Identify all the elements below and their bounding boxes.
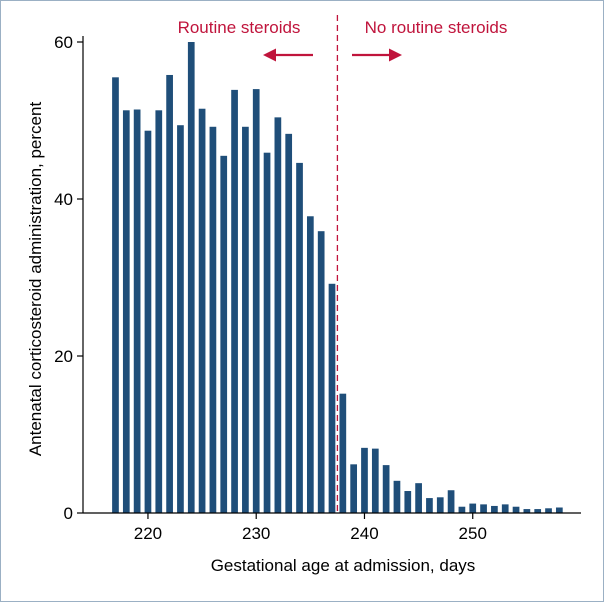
left-arrow-icon bbox=[263, 48, 276, 62]
bar bbox=[144, 130, 152, 513]
x-tick-label: 230 bbox=[242, 524, 270, 543]
bar bbox=[458, 506, 466, 513]
right-arrow-icon bbox=[389, 48, 402, 62]
bar bbox=[447, 490, 455, 513]
bar bbox=[491, 505, 498, 513]
bar bbox=[274, 117, 282, 514]
bar bbox=[426, 498, 433, 513]
bar bbox=[480, 504, 487, 513]
bar bbox=[350, 464, 358, 513]
bar bbox=[285, 133, 293, 513]
no-routine-steroids-label: No routine steroids bbox=[365, 18, 508, 37]
bar bbox=[469, 503, 477, 513]
bar bbox=[339, 393, 347, 513]
bar bbox=[242, 126, 249, 513]
bar bbox=[263, 152, 271, 513]
x-tick-label: 250 bbox=[459, 524, 487, 543]
bar bbox=[436, 497, 444, 513]
bar bbox=[112, 77, 119, 513]
bar bbox=[252, 89, 260, 513]
bar bbox=[534, 509, 542, 513]
bar bbox=[371, 448, 379, 513]
y-tick-label: 60 bbox=[54, 33, 73, 52]
x-axis-label: Gestational age at admission, days bbox=[211, 556, 476, 575]
bar bbox=[393, 480, 401, 513]
y-tick-label: 40 bbox=[54, 190, 73, 209]
bar bbox=[306, 216, 314, 513]
bar bbox=[231, 89, 238, 513]
bar bbox=[133, 109, 141, 513]
bar bbox=[220, 155, 228, 513]
bar bbox=[328, 283, 336, 513]
bar bbox=[404, 491, 412, 513]
axes-group: 0 20 40 60 220 230 240 250 bbox=[54, 33, 581, 543]
bar bbox=[187, 42, 195, 513]
routine-steroids-label: Routine steroids bbox=[178, 18, 301, 37]
bar bbox=[501, 504, 509, 513]
x-tick-label: 220 bbox=[134, 524, 162, 543]
bar bbox=[382, 465, 390, 513]
bar bbox=[545, 508, 552, 513]
arrows-group bbox=[263, 48, 402, 62]
bar bbox=[166, 74, 173, 513]
bar bbox=[317, 231, 325, 513]
bars-group bbox=[112, 42, 563, 514]
bar bbox=[209, 126, 217, 513]
bar bbox=[523, 509, 531, 513]
bar bbox=[177, 125, 184, 514]
y-tick-label: 20 bbox=[54, 347, 73, 366]
bar bbox=[198, 108, 206, 513]
bar bbox=[555, 507, 563, 513]
bar bbox=[296, 162, 303, 513]
bar bbox=[155, 110, 163, 514]
bar bbox=[415, 483, 422, 513]
bar bbox=[512, 506, 520, 513]
bar bbox=[361, 447, 368, 513]
bar bbox=[122, 110, 130, 514]
x-tick-label: 240 bbox=[350, 524, 378, 543]
y-tick-label: 0 bbox=[64, 504, 73, 523]
y-axis-label: Antenatal corticosteroid administration,… bbox=[26, 102, 45, 457]
